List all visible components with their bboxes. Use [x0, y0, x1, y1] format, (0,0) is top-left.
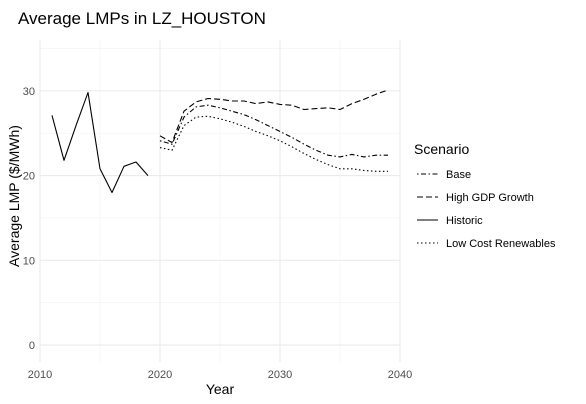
legend-label: Low Cost Renewables [446, 238, 556, 250]
y-axis-label: Average LMP ($/MWh) [6, 125, 22, 267]
series-lines [51, 89, 389, 194]
legend-label: Base [446, 169, 471, 181]
legend: Scenario Base High GDP Growth Historic Low … [414, 141, 556, 250]
x-tick-label: 2030 [268, 369, 292, 381]
series-line-base [159, 104, 388, 158]
series-line-historic [51, 91, 149, 194]
legend-label: High GDP Growth [446, 192, 534, 204]
legend-title: Scenario [414, 141, 469, 157]
grid-major [39, 40, 401, 362]
y-tick-label: 0 [29, 340, 35, 352]
y-tick-label: 30 [23, 86, 35, 98]
x-axis-label: Year [206, 381, 235, 397]
legend-label: Historic [446, 215, 483, 227]
x-tick-label: 2020 [148, 369, 172, 381]
y-tick-label: 20 [23, 171, 35, 183]
x-tick-label: 2040 [388, 369, 412, 381]
series-line-low-cost-renewables [159, 115, 388, 172]
series-line-high-gdp-growth [159, 89, 389, 144]
x-axis-ticks: 2010 2020 2030 2040 [28, 369, 412, 381]
chart-title: Average LMPs in LZ_HOUSTON [18, 9, 266, 28]
x-tick-label: 2010 [28, 369, 52, 381]
y-axis-ticks: 0 10 20 30 [23, 86, 35, 352]
grid-minor [40, 40, 400, 362]
y-tick-label: 10 [23, 255, 35, 267]
